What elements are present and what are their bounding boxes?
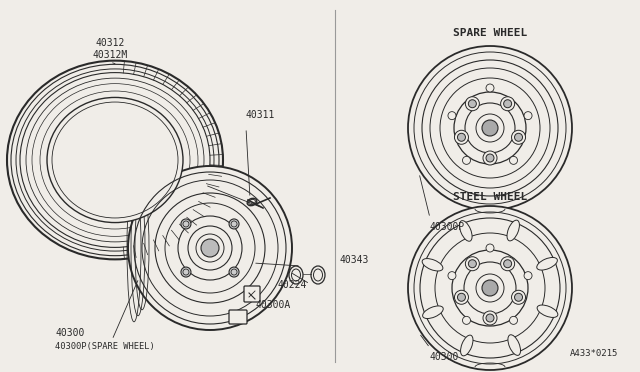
Ellipse shape (311, 266, 325, 284)
Circle shape (468, 100, 476, 108)
Circle shape (515, 293, 522, 301)
Ellipse shape (507, 220, 520, 241)
Ellipse shape (289, 266, 303, 284)
Text: 40343: 40343 (340, 255, 369, 265)
Circle shape (458, 133, 465, 141)
Circle shape (500, 97, 515, 111)
Circle shape (463, 156, 470, 164)
Circle shape (482, 280, 498, 296)
Text: 40311: 40311 (246, 110, 275, 120)
Circle shape (181, 219, 191, 229)
Circle shape (524, 112, 532, 120)
Circle shape (463, 316, 470, 324)
Text: 40312: 40312 (95, 38, 125, 48)
Circle shape (509, 316, 518, 324)
Text: 40300P: 40300P (430, 222, 465, 232)
Circle shape (181, 267, 191, 277)
Ellipse shape (7, 61, 223, 259)
FancyBboxPatch shape (244, 286, 260, 302)
Ellipse shape (460, 221, 472, 241)
Circle shape (500, 257, 515, 271)
Ellipse shape (47, 97, 183, 222)
Circle shape (482, 120, 498, 136)
Circle shape (486, 84, 494, 92)
Text: 40300P(SPARE WHEEL): 40300P(SPARE WHEEL) (55, 342, 155, 351)
Text: STEEL WHEEL: STEEL WHEEL (453, 192, 527, 202)
Circle shape (486, 314, 494, 322)
Circle shape (524, 272, 532, 280)
Ellipse shape (508, 335, 520, 355)
Circle shape (515, 133, 522, 141)
Circle shape (465, 97, 479, 111)
Text: 40300: 40300 (430, 352, 460, 362)
Circle shape (408, 206, 572, 370)
Circle shape (229, 219, 239, 229)
Circle shape (465, 257, 479, 271)
Ellipse shape (537, 305, 558, 317)
Text: 40300A: 40300A (255, 300, 291, 310)
Circle shape (511, 290, 525, 304)
Circle shape (201, 239, 219, 257)
Ellipse shape (537, 257, 557, 270)
Ellipse shape (422, 259, 443, 271)
Circle shape (486, 244, 494, 252)
Circle shape (448, 272, 456, 280)
Circle shape (454, 130, 468, 144)
Circle shape (504, 260, 511, 268)
Ellipse shape (422, 306, 444, 318)
Circle shape (458, 293, 465, 301)
Text: 40300: 40300 (55, 328, 84, 338)
Text: 40312M: 40312M (92, 50, 127, 60)
Circle shape (454, 290, 468, 304)
Circle shape (468, 260, 476, 268)
Ellipse shape (461, 335, 473, 356)
Circle shape (448, 112, 456, 120)
Circle shape (483, 151, 497, 165)
Circle shape (229, 267, 239, 277)
Text: SPARE WHEEL: SPARE WHEEL (453, 28, 527, 38)
Text: 40224: 40224 (278, 280, 307, 290)
Circle shape (486, 154, 494, 162)
FancyBboxPatch shape (229, 310, 247, 324)
Circle shape (408, 46, 572, 210)
Circle shape (504, 100, 511, 108)
Circle shape (509, 156, 518, 164)
Circle shape (511, 130, 525, 144)
Text: A433*0215: A433*0215 (570, 349, 618, 358)
Circle shape (483, 311, 497, 325)
Circle shape (128, 166, 292, 330)
